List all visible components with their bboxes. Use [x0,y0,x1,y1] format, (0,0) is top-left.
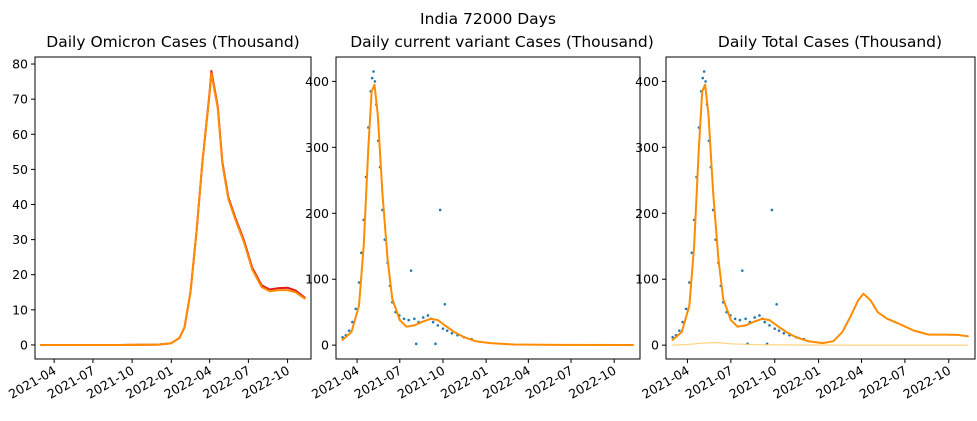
y-tick-label: 300 [305,140,329,155]
panel-total: Daily Total Cases (Thousand) 0 100 200 300 4… [635,33,976,402]
data-point [681,320,684,324]
x-tick-label: 2022-01 [770,363,823,402]
data-point [347,329,351,332]
data-point [690,251,694,255]
y-tick-label: 300 [635,140,659,155]
series-line [39,70,306,346]
y-tick-label: 200 [635,206,659,221]
data-point [441,327,445,330]
y-tick-label: 80 [12,57,28,72]
data-point [360,251,363,255]
data-point [426,314,430,317]
data-point [409,269,413,272]
x-tick-label: 2021-04 [309,363,362,402]
y-tick-label: 0 [321,338,329,353]
series-line [672,341,969,346]
y-tick-label: 400 [305,74,329,89]
data-point [768,324,771,327]
data-point [351,320,354,324]
data-point [402,317,406,321]
data-point [770,208,774,212]
series-line [39,72,306,346]
data-point [738,318,742,322]
figure-suptitle: India 72000 Days [420,10,556,28]
x-tick-label: 2022-07 [857,363,910,402]
panel-current-variant-title: Daily current variant Cases (Thousand) [350,33,654,51]
data-point [434,342,437,346]
panel-current-variant-plot: 01002003004002021-042021-072021-102022-0… [305,56,641,402]
plot-frame [665,56,976,360]
data-point [777,329,781,332]
y-tick-label: 70 [12,92,28,107]
data-point [436,324,440,327]
data-point [702,70,706,73]
data-point [763,320,767,324]
x-tick-label: 2022-04 [813,363,866,402]
x-tick-label: 2022-07 [523,363,576,402]
x-tick-label: 2021-07 [683,363,736,402]
panel-current-variant: Daily current variant Cases (Thousand) 0… [305,33,654,402]
data-point [775,302,778,306]
panel-omicron-plot: 010203040506070802021-042021-072021-1020… [6,56,312,402]
data-point [678,329,681,332]
series-line [671,83,969,345]
x-tick-label: 2021-07 [352,363,405,402]
data-point [684,307,688,311]
x-tick-label: 2022-10 [901,363,954,402]
data-point [341,335,344,339]
y-tick-label: 0 [20,337,28,352]
plot-frame [34,56,312,360]
data-point [733,317,737,321]
data-point [450,331,454,335]
data-point [373,80,377,83]
y-tick-label: 200 [305,206,329,221]
x-tick-label: 2022-10 [566,363,619,402]
data-point [414,342,418,346]
y-tick-label: 0 [651,338,659,353]
data-point [354,307,358,311]
y-tick-label: 100 [635,272,659,287]
data-point [704,80,707,83]
x-tick-label: 2021-04 [639,363,692,402]
y-tick-label: 10 [12,302,28,317]
data-point [701,76,705,80]
data-point [443,302,447,306]
data-point [671,335,674,339]
data-point [357,281,361,284]
data-point [740,269,744,272]
data-point [407,318,411,322]
data-point [438,208,442,212]
y-tick-label: 30 [12,232,28,247]
data-point [688,281,691,284]
series-line [341,83,634,346]
x-tick-label: 2021-10 [395,363,448,402]
data-point [370,76,374,80]
data-point [758,314,761,317]
data-point [753,316,756,319]
panel-omicron: Daily Omicron Cases (Thousand) 0 10 20 30 40… [6,33,312,402]
data-point [744,317,747,321]
y-tick-label: 50 [12,162,28,177]
y-tick-label: 400 [635,74,659,89]
data-point [372,70,375,73]
x-tick-label: 2021-10 [726,363,779,402]
panel-total-plot: 01002003004002021-042021-072021-102022-0… [635,56,976,402]
data-point [782,331,786,335]
data-point [445,329,449,332]
plot-frame [335,56,641,360]
y-tick-label: 100 [305,272,329,287]
panel-omicron-title: Daily Omicron Cases (Thousand) [46,33,299,51]
y-tick-label: 60 [12,127,28,142]
x-tick-label: 2022-01 [438,363,491,402]
y-tick-label: 20 [12,267,28,282]
data-point [773,327,777,330]
y-tick-label: 40 [12,197,28,212]
data-point [431,320,435,324]
data-point [421,316,425,319]
x-tick-label: 2022-04 [480,363,533,402]
panel-total-title: Daily Total Cases (Thousand) [718,33,942,51]
data-point [413,317,416,321]
